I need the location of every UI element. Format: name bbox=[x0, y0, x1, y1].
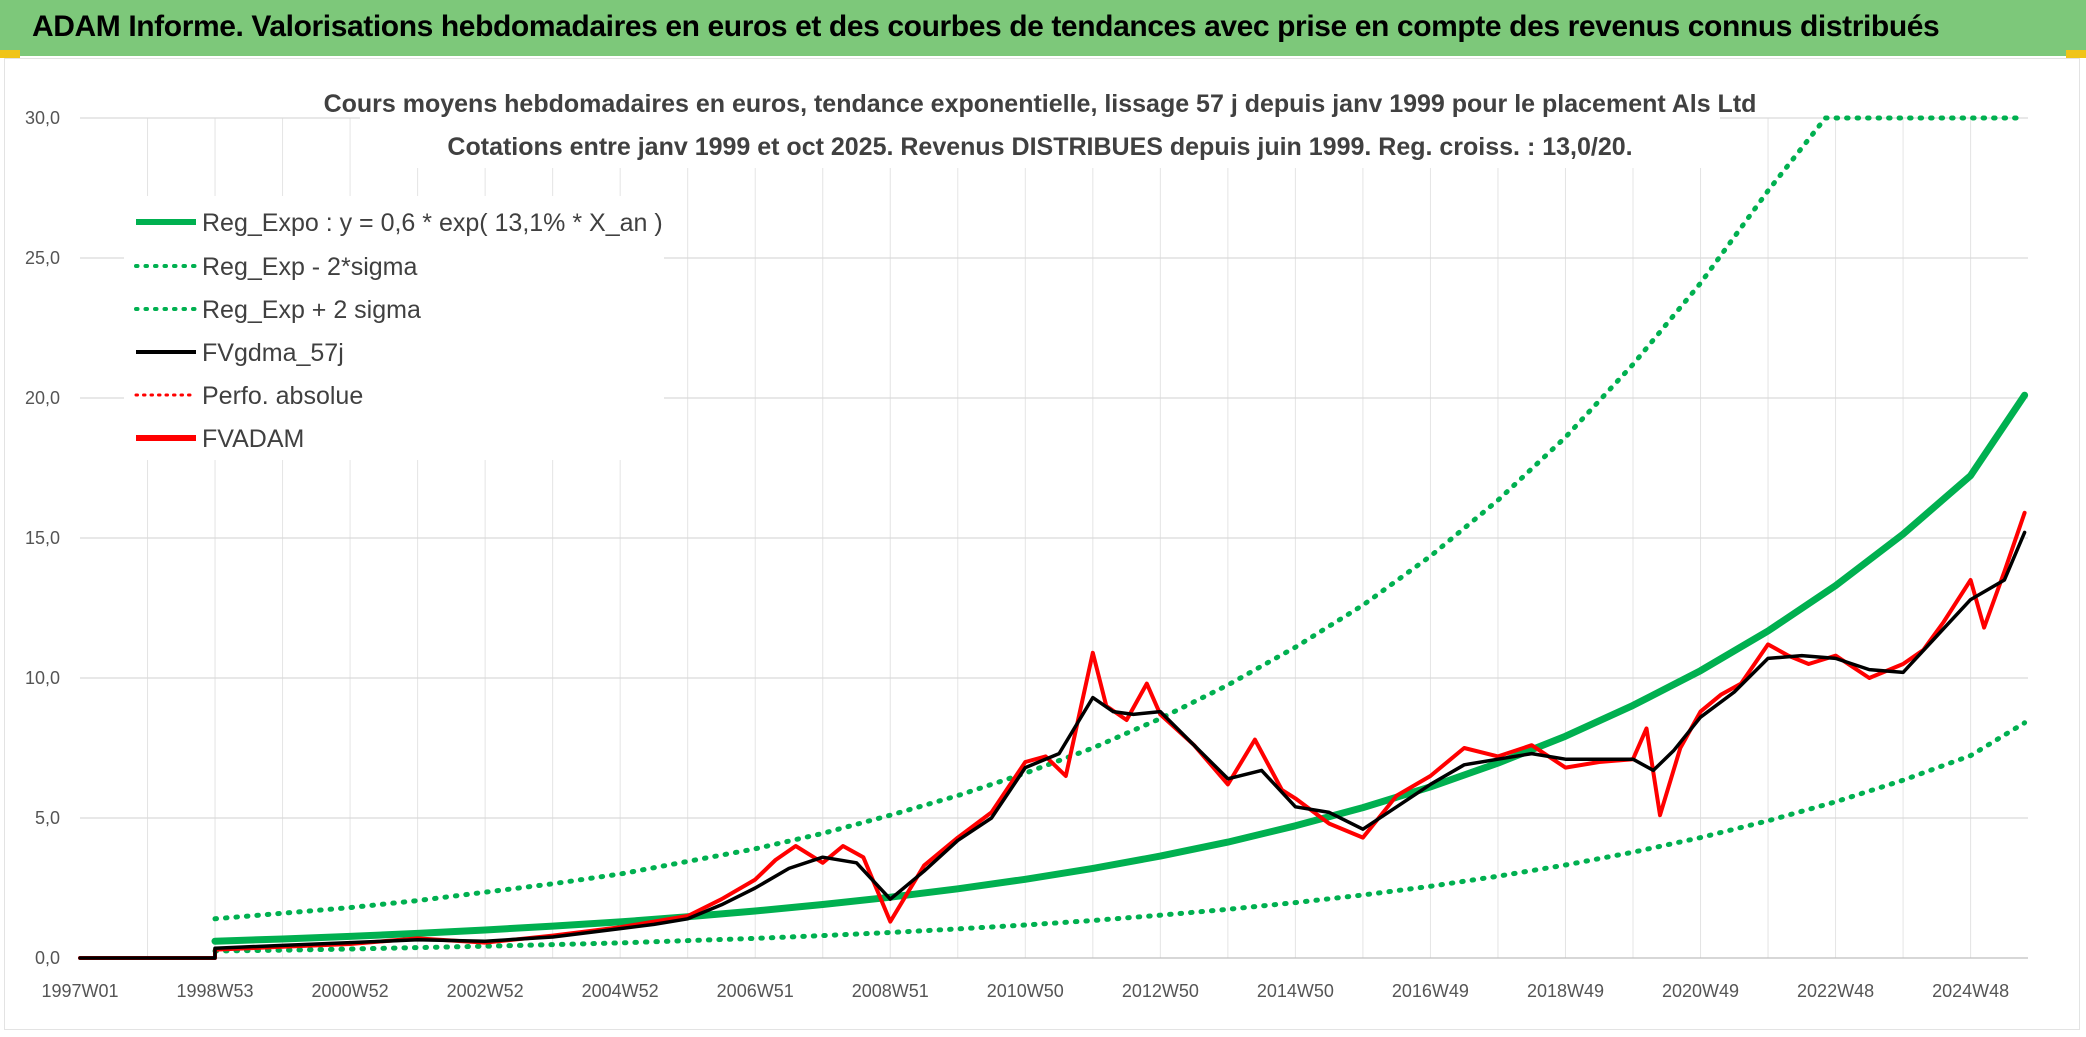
chart-title-line-2: Cotations entre janv 1999 et oct 2025. R… bbox=[447, 133, 1632, 161]
legend-label-fv57: FVgdma_57j bbox=[202, 339, 344, 367]
x-tick-label: 2006W51 bbox=[717, 981, 794, 1001]
x-tick-label: 2012W50 bbox=[1122, 981, 1199, 1001]
x-tick-label: 2004W52 bbox=[582, 981, 659, 1001]
legend-label-reg-minus: Reg_Exp - 2*sigma bbox=[202, 253, 417, 281]
legend-label-perfo: Perfo. absolue bbox=[202, 382, 363, 410]
series-line-reg-exp-2-sigma bbox=[212, 720, 2028, 954]
chart-title-line-1: Cours moyens hebdomadaires en euros, ten… bbox=[324, 90, 1757, 118]
x-tick-label: 2020W49 bbox=[1662, 981, 1739, 1001]
corner-marker-left bbox=[0, 50, 20, 58]
y-tick-label: 5,0 bbox=[35, 808, 60, 828]
x-tick-label: 2014W50 bbox=[1257, 981, 1334, 1001]
series-line-reg-exp-2-sigma bbox=[212, 115, 2028, 922]
legend-label-fvadam: FVADAM bbox=[202, 425, 304, 453]
x-axis-ticks: 1997W01 1998W53 2000W52 2002W52 2004W52 2006W… bbox=[41, 981, 2009, 1001]
y-axis-ticks: 0,0 5,0 10,0 15,0 20,0 25,0 30,0 bbox=[25, 108, 60, 968]
x-tick-label: 2022W48 bbox=[1797, 981, 1874, 1001]
x-tick-label: 2008W51 bbox=[852, 981, 929, 1001]
chart-legend: Reg_Expo : y = 0,6 * exp( 13,1% * X_an )… bbox=[124, 196, 664, 460]
x-tick-label: 2002W52 bbox=[447, 981, 524, 1001]
legend-label-reg-plus: Reg_Exp + 2 sigma bbox=[202, 296, 421, 324]
legend-label-reg: Reg_Expo : y = 0,6 * exp( 13,1% * X_an ) bbox=[202, 209, 663, 237]
x-tick-label: 2018W49 bbox=[1527, 981, 1604, 1001]
x-tick-label: 2010W50 bbox=[987, 981, 1064, 1001]
y-tick-label: 20,0 bbox=[25, 388, 60, 408]
series-line-reg-expo bbox=[211, 391, 2029, 945]
y-tick-label: 15,0 bbox=[25, 528, 60, 548]
y-tick-label: 10,0 bbox=[25, 668, 60, 688]
x-tick-label: 2016W49 bbox=[1392, 981, 1469, 1001]
y-tick-label: 0,0 bbox=[35, 948, 60, 968]
x-tick-label: 2000W52 bbox=[312, 981, 389, 1001]
series-line-fvgdma-57j bbox=[78, 530, 2027, 960]
report-title: ADAM Informe. Valorisations hebdomadaire… bbox=[32, 10, 1940, 43]
x-tick-label: 1998W53 bbox=[177, 981, 254, 1001]
report-header: ADAM Informe. Valorisations hebdomadaire… bbox=[0, 0, 2086, 56]
series-line-fvadam bbox=[78, 510, 2027, 960]
y-tick-label: 30,0 bbox=[25, 108, 60, 128]
chart-title: Cours moyens hebdomadaires en euros, ten… bbox=[324, 84, 1757, 168]
data-series bbox=[78, 115, 2029, 960]
legend-bg bbox=[124, 196, 664, 460]
x-tick-label: 1997W01 bbox=[41, 981, 118, 1001]
corner-marker-right bbox=[2066, 50, 2086, 58]
chart-title-bg bbox=[360, 84, 1720, 168]
x-tick-label: 2024W48 bbox=[1932, 981, 2009, 1001]
y-tick-label: 25,0 bbox=[25, 248, 60, 268]
